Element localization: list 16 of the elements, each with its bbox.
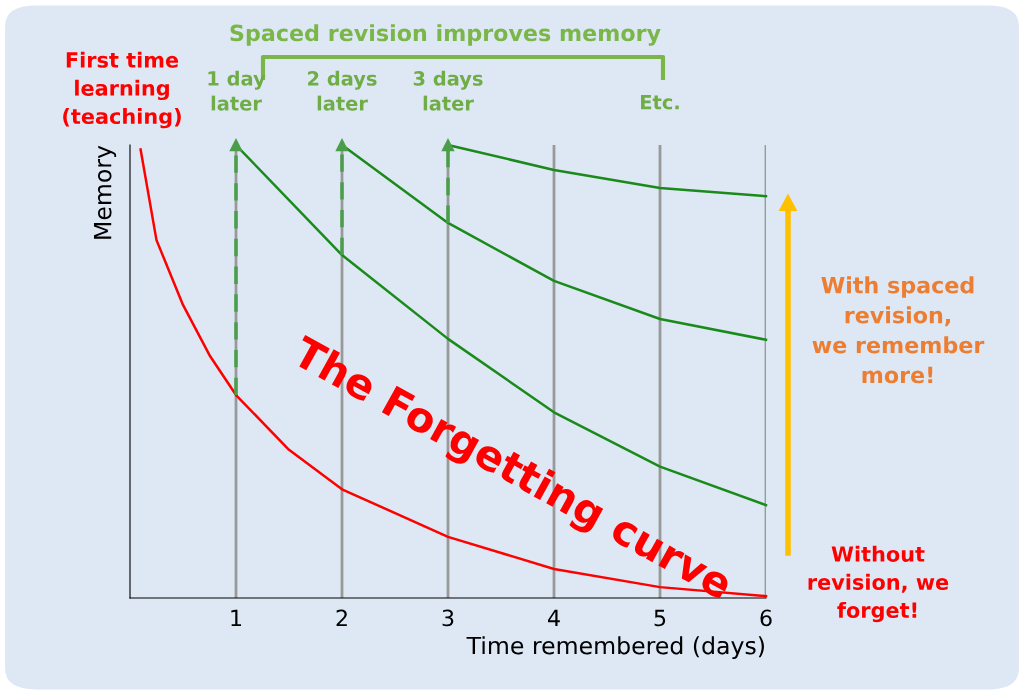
annotation: 1 day later (208, 70, 266, 111)
y-axis-title: Memory (93, 145, 117, 239)
annotation: 3 days later (413, 70, 483, 111)
text: Without revision, we forget! (808, 545, 949, 623)
x-tick-label: 2 (336, 609, 347, 626)
x-tick-label: 1 (231, 609, 242, 626)
text: With spaced revision, we remember more! (812, 276, 985, 384)
x-axis-title: Time remembered (days) (466, 636, 764, 660)
x-tick-label: 3 (442, 609, 454, 627)
text: Etc. (641, 95, 679, 110)
x-tick-label: 5 (654, 609, 666, 627)
text: First time learning (teaching) (63, 51, 181, 129)
text: Spaced revision improves memory (230, 24, 661, 46)
x-tick-label: 4 (548, 609, 560, 626)
annotation: 2 days later (308, 70, 377, 111)
x-tick-label: 6 (760, 609, 772, 627)
